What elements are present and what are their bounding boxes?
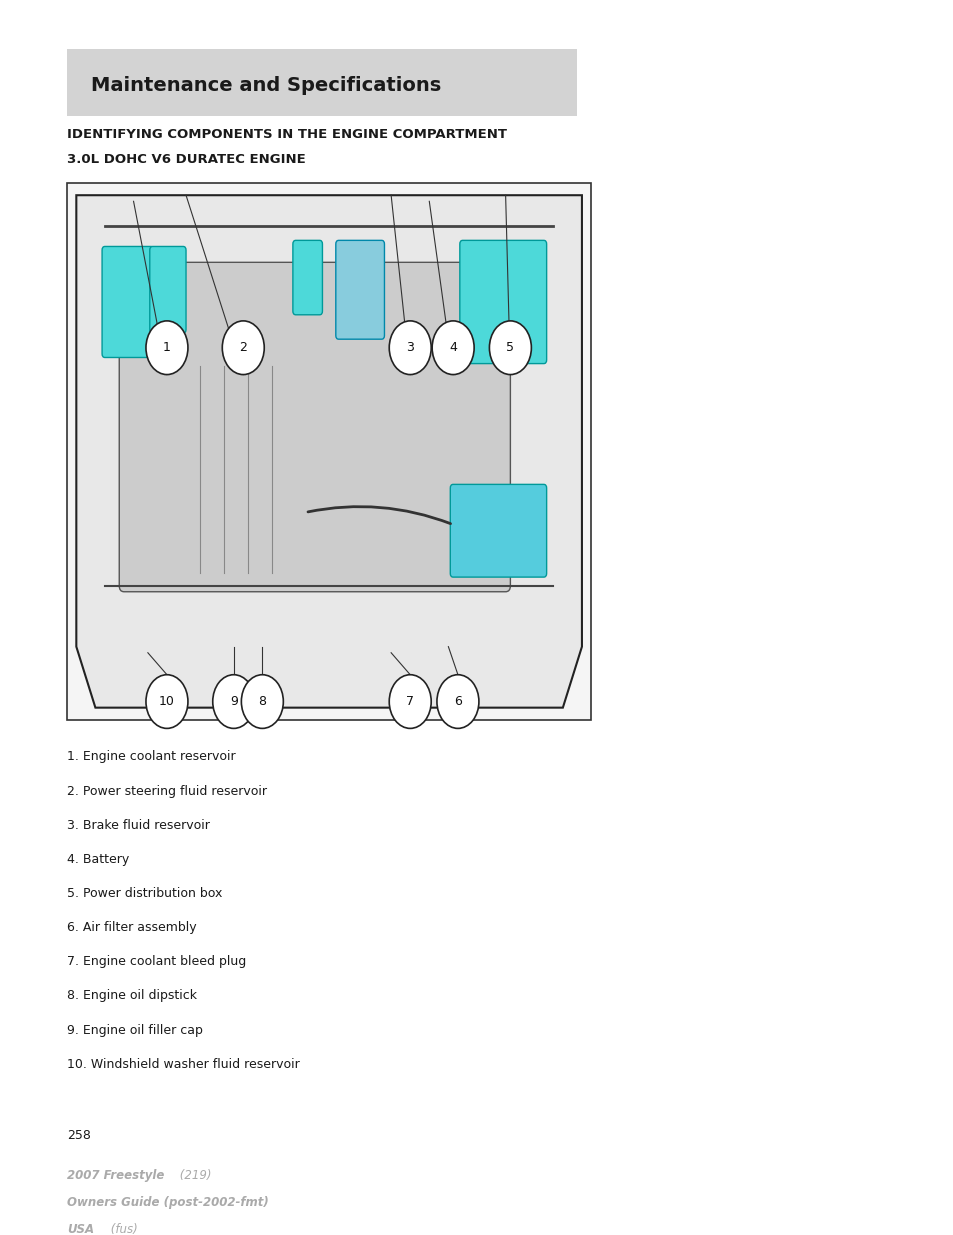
FancyBboxPatch shape [459,241,546,363]
Polygon shape [76,195,581,708]
FancyBboxPatch shape [150,247,186,333]
Text: 9: 9 [230,695,237,708]
Text: 3. Brake fluid reservoir: 3. Brake fluid reservoir [67,819,210,831]
Text: 5. Power distribution box: 5. Power distribution box [67,887,222,900]
Text: 2. Power steering fluid reservoir: 2. Power steering fluid reservoir [67,784,267,798]
Circle shape [389,674,431,729]
Text: IDENTIFYING COMPONENTS IN THE ENGINE COMPARTMENT: IDENTIFYING COMPONENTS IN THE ENGINE COM… [67,128,506,141]
Text: 10. Windshield washer fluid reservoir: 10. Windshield washer fluid reservoir [67,1058,299,1071]
Circle shape [389,321,431,374]
Text: 3.0L DOHC V6 DURATEC ENGINE: 3.0L DOHC V6 DURATEC ENGINE [67,152,305,165]
Text: Owners Guide (post-2002-fmt): Owners Guide (post-2002-fmt) [67,1195,268,1209]
Text: 6: 6 [454,695,461,708]
Text: 5: 5 [506,341,514,354]
FancyBboxPatch shape [67,49,577,116]
FancyBboxPatch shape [119,262,510,592]
FancyBboxPatch shape [450,484,546,577]
Text: USA: USA [67,1223,93,1235]
Text: 2: 2 [239,341,247,354]
Text: 7. Engine coolant bleed plug: 7. Engine coolant bleed plug [67,956,246,968]
Text: 8: 8 [258,695,266,708]
Text: Maintenance and Specifications: Maintenance and Specifications [91,75,440,95]
FancyBboxPatch shape [335,241,384,340]
FancyBboxPatch shape [102,247,153,357]
Text: 3: 3 [406,341,414,354]
Circle shape [432,321,474,374]
Circle shape [489,321,531,374]
Circle shape [436,674,478,729]
Text: 4: 4 [449,341,456,354]
Circle shape [241,674,283,729]
FancyBboxPatch shape [67,183,591,720]
Circle shape [146,321,188,374]
Circle shape [222,321,264,374]
Text: 1. Engine coolant reservoir: 1. Engine coolant reservoir [67,751,235,763]
Text: (219): (219) [176,1168,212,1182]
Text: 258: 258 [67,1129,91,1141]
Circle shape [146,674,188,729]
Text: (fus): (fus) [107,1223,137,1235]
Text: 9. Engine oil filler cap: 9. Engine oil filler cap [67,1024,202,1036]
Text: 1: 1 [163,341,171,354]
Text: 6. Air filter assembly: 6. Air filter assembly [67,921,196,934]
Text: 10: 10 [159,695,174,708]
Text: 8. Engine oil dipstick: 8. Engine oil dipstick [67,989,196,1003]
Circle shape [213,674,254,729]
Text: 7: 7 [406,695,414,708]
Text: 2007 Freestyle: 2007 Freestyle [67,1168,164,1182]
FancyBboxPatch shape [293,241,322,315]
Text: 4. Battery: 4. Battery [67,853,129,866]
